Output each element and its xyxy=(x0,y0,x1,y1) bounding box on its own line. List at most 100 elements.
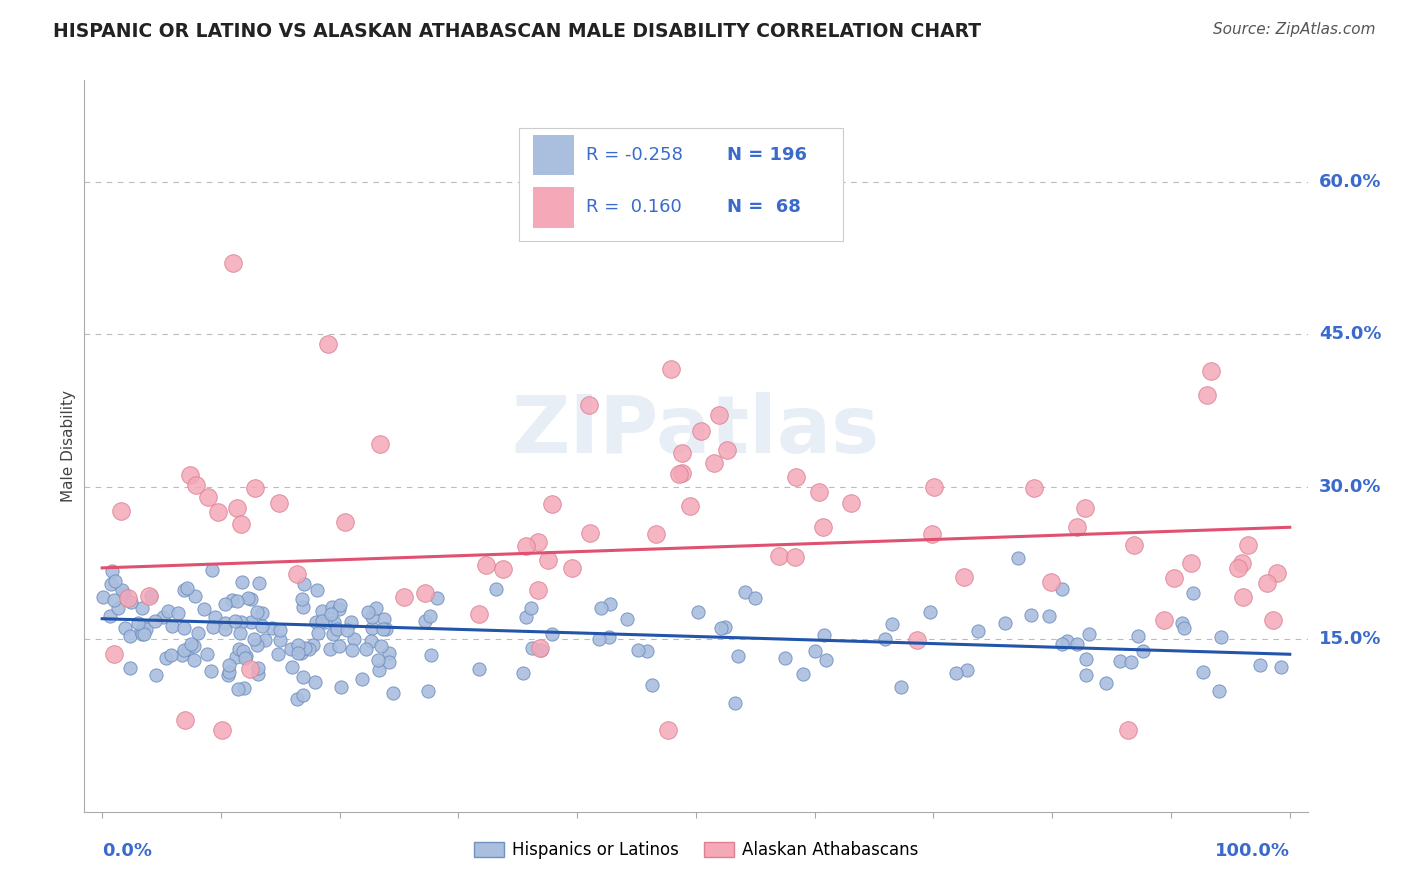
Point xyxy=(519,600,541,615)
Point xyxy=(311,604,333,618)
Point xyxy=(232,681,254,696)
Point xyxy=(343,632,366,646)
Point xyxy=(179,467,201,482)
Point xyxy=(246,667,269,681)
Point xyxy=(659,361,682,376)
Text: 45.0%: 45.0% xyxy=(1319,326,1381,343)
Point xyxy=(679,499,702,513)
Point xyxy=(287,639,309,653)
Point xyxy=(627,643,650,657)
Point xyxy=(724,696,747,710)
Point xyxy=(285,566,308,581)
Point xyxy=(1226,561,1249,575)
Point xyxy=(111,582,134,597)
Point xyxy=(475,558,498,573)
Point xyxy=(292,670,315,684)
Point xyxy=(591,601,613,615)
Point xyxy=(287,646,309,660)
Point xyxy=(138,589,160,603)
Point xyxy=(413,615,436,629)
Point xyxy=(112,587,135,601)
Point xyxy=(269,623,291,637)
Point xyxy=(956,663,979,677)
Point xyxy=(145,668,167,682)
Point xyxy=(690,425,713,439)
Point xyxy=(966,624,988,639)
Point xyxy=(1119,656,1142,670)
Point xyxy=(1039,575,1062,590)
Point xyxy=(100,577,122,591)
Point xyxy=(305,582,328,597)
Point xyxy=(301,638,323,652)
Point xyxy=(340,615,363,629)
Point xyxy=(200,664,222,678)
Text: N = 196: N = 196 xyxy=(727,146,807,164)
Point xyxy=(249,576,271,591)
Point xyxy=(294,641,316,656)
Point xyxy=(314,615,336,629)
Point xyxy=(813,628,835,642)
Point xyxy=(378,656,401,670)
Point xyxy=(1123,538,1146,552)
Point xyxy=(371,622,394,636)
Point xyxy=(269,496,291,510)
Point xyxy=(598,630,620,644)
Point xyxy=(392,591,415,605)
Point xyxy=(224,614,246,628)
Point xyxy=(873,632,896,646)
Point xyxy=(229,517,252,532)
Point xyxy=(1208,683,1230,698)
Point xyxy=(1074,501,1097,516)
Point xyxy=(292,577,315,591)
Point xyxy=(225,594,247,608)
Point xyxy=(329,680,352,694)
Point xyxy=(328,639,350,653)
Point xyxy=(243,632,266,646)
Point xyxy=(1095,676,1118,690)
Point xyxy=(304,674,326,689)
Point xyxy=(1074,651,1097,665)
Point xyxy=(425,591,447,605)
Point xyxy=(420,648,443,662)
Point xyxy=(1128,629,1150,643)
Point xyxy=(361,622,384,636)
Point xyxy=(374,623,396,637)
Point xyxy=(668,467,690,481)
Point xyxy=(354,641,377,656)
Point xyxy=(322,615,344,629)
Point xyxy=(1074,667,1097,681)
Point xyxy=(492,561,515,575)
Point xyxy=(232,644,254,658)
Point xyxy=(316,337,339,351)
Point xyxy=(541,497,564,511)
Text: R = -0.258: R = -0.258 xyxy=(586,146,683,164)
Point xyxy=(579,525,602,540)
Point xyxy=(262,621,284,635)
Point xyxy=(292,600,315,615)
Point xyxy=(217,667,239,681)
Point xyxy=(530,642,553,657)
Point xyxy=(1038,608,1060,623)
Point xyxy=(211,723,233,738)
Point xyxy=(1261,613,1284,627)
Point xyxy=(340,643,363,657)
Point xyxy=(520,641,543,656)
Point xyxy=(367,663,389,677)
Point xyxy=(1173,621,1195,635)
Point xyxy=(228,641,250,656)
Point xyxy=(204,610,226,624)
Point xyxy=(785,470,807,484)
Point xyxy=(515,539,537,553)
Point xyxy=(231,575,253,590)
Point xyxy=(1182,586,1205,600)
Point xyxy=(155,651,177,665)
Point xyxy=(291,592,314,607)
Point xyxy=(1116,723,1139,737)
Point xyxy=(716,442,738,457)
Point xyxy=(91,590,114,604)
Point xyxy=(291,688,314,702)
Text: 30.0%: 30.0% xyxy=(1319,477,1381,496)
Point xyxy=(1232,557,1254,571)
Point xyxy=(645,527,668,541)
Point xyxy=(785,550,807,565)
